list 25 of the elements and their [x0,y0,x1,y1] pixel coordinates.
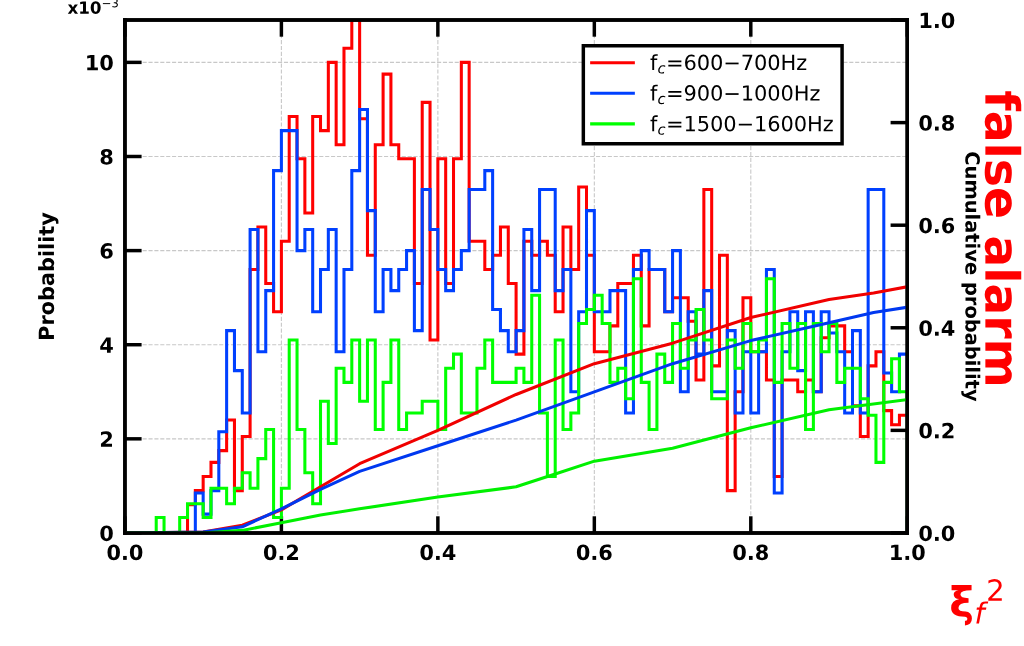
text: false alarm [984,91,1022,385]
legend-label: f$_{c}$=600−700Hz [650,54,807,74]
x-tick-label: 0.2 [263,544,299,561]
x-tick-label: 0.4 [420,544,456,561]
x-axis-title: ξ$_{f}$$^{2}$ [951,579,1002,626]
y-tick-label: 2 [100,431,113,447]
y2-axis-title: Cumulative probability [961,152,981,402]
x-tick-label: 0.8 [733,544,768,561]
y2-tick-label: 1.0 [920,12,955,29]
y2-tick-label: 0.0 [919,525,955,542]
y-tick-label: 4 [100,337,113,353]
y2-tick-label: 0.4 [919,320,955,336]
y-tick-label: 10 [87,54,113,71]
y-tick-label: 0 [100,525,113,542]
x-tick-label: 1.0 [891,544,925,561]
legend-label: f$_{c}$=1500−1600Hz [650,115,833,135]
y2-tick-label: 0.8 [919,115,954,131]
y2-tick-label: 0.6 [919,217,955,234]
x-tick-label: 0.0 [107,544,143,561]
legend-label: f$_{c}$=900−1000Hz [650,84,820,105]
y2-tick-label: 0.2 [919,422,954,439]
y-tick-label: 6 [100,243,113,259]
x-tick-label: 0.6 [576,544,612,561]
y-tick-label: 8 [100,148,113,165]
y-axis-title: Probability [38,212,59,339]
